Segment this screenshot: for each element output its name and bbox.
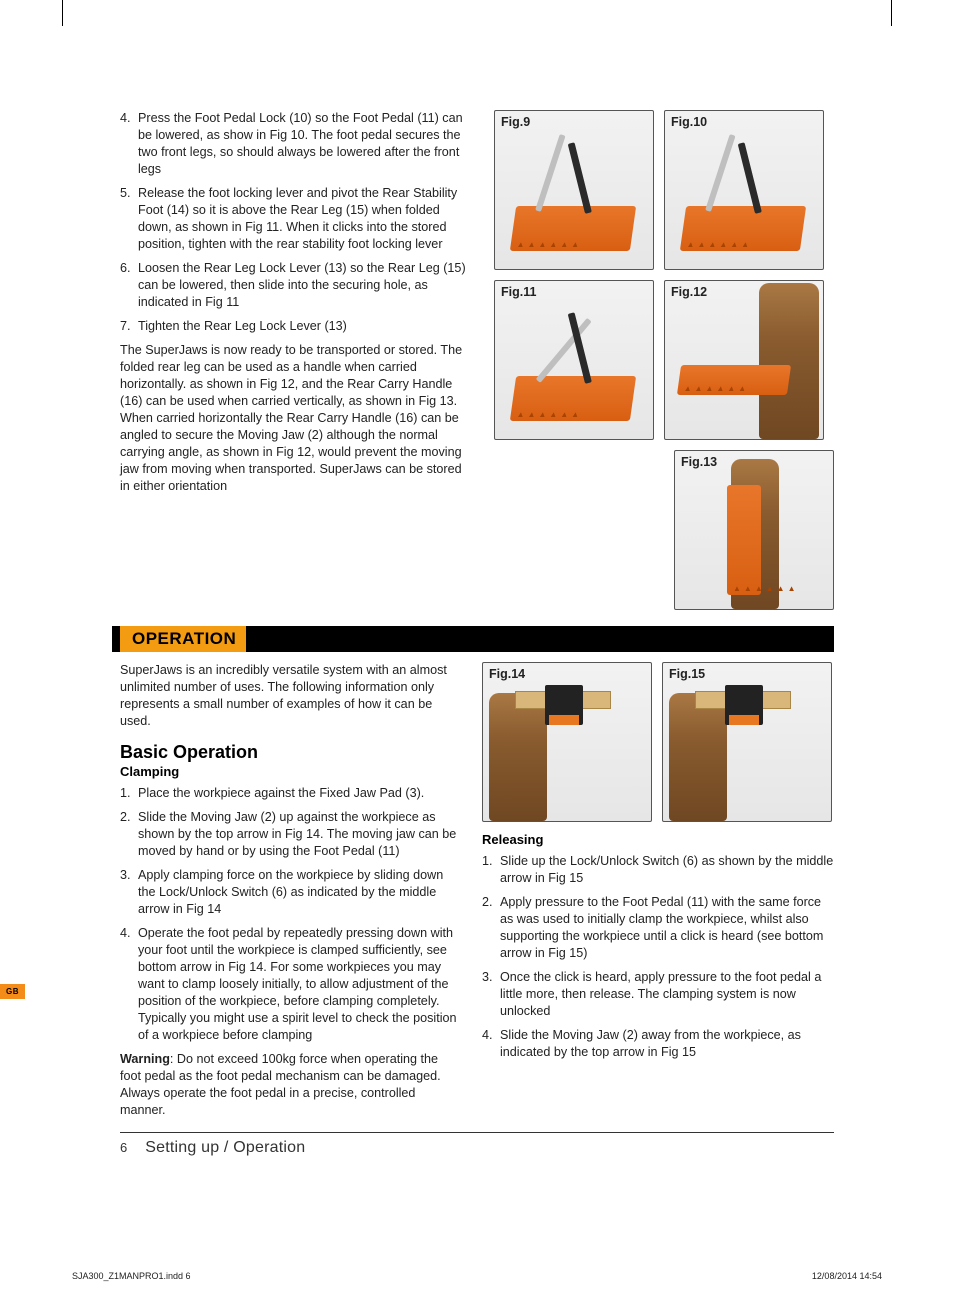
top-paragraph: The SuperJaws is now ready to be transpo… — [120, 342, 474, 495]
step-item: Slide the Moving Jaw (2) away from the w… — [482, 1027, 834, 1061]
step-item: Place the workpiece against the Fixed Ja… — [120, 785, 462, 802]
crop-mark — [891, 0, 892, 26]
content-area: Press the Foot Pedal Lock (10) so the Fo… — [62, 40, 892, 1157]
section-header-bar: OPERATION — [112, 626, 834, 652]
operation-intro: SuperJaws is an incredibly versatile sys… — [120, 662, 462, 730]
figure-10: Fig.10 — [664, 110, 824, 270]
clamping-steps: Place the workpiece against the Fixed Ja… — [120, 785, 462, 1044]
figure-13: Fig.13 — [674, 450, 834, 610]
crop-mark — [62, 0, 63, 26]
top-steps-list: Press the Foot Pedal Lock (10) so the Fo… — [120, 110, 474, 335]
page-number: 6 — [120, 1140, 127, 1155]
page-footer: 6 Setting up / Operation — [120, 1137, 834, 1157]
footer-title: Setting up / Operation — [145, 1139, 305, 1157]
figure-13-row: Fig.13 — [494, 450, 834, 610]
clamping-heading: Clamping — [120, 764, 462, 779]
top-figures-column: Fig.9 Fig.10 Fig.11 — [494, 110, 834, 610]
operation-left-column: SuperJaws is an incredibly versatile sys… — [120, 662, 462, 1126]
step-item: Press the Foot Pedal Lock (10) so the Fo… — [120, 110, 474, 178]
figure-15: Fig.15 — [662, 662, 832, 822]
figure-12: Fig.12 — [664, 280, 824, 440]
document-meta-footer: SJA300_Z1MANPRO1.indd 6 12/08/2014 14:54 — [72, 1271, 882, 1281]
figure-illustration — [495, 111, 653, 269]
releasing-heading: Releasing — [482, 832, 834, 847]
meta-timestamp: 12/08/2014 14:54 — [812, 1271, 882, 1281]
warning-text: Warning: Do not exceed 100kg force when … — [120, 1051, 462, 1119]
language-tab: GB — [0, 984, 25, 999]
warning-label: Warning — [120, 1052, 170, 1066]
step-item: Operate the foot pedal by repeatedly pre… — [120, 925, 462, 1044]
top-section: Press the Foot Pedal Lock (10) so the Fo… — [120, 110, 834, 610]
step-item: Apply clamping force on the workpiece by… — [120, 867, 462, 918]
top-text-column: Press the Foot Pedal Lock (10) so the Fo… — [120, 110, 474, 610]
section-title: OPERATION — [120, 626, 246, 652]
figure-illustration — [665, 281, 823, 439]
figure-11: Fig.11 — [494, 280, 654, 440]
figure-illustration — [665, 111, 823, 269]
step-item: Slide up the Lock/Unlock Switch (6) as s… — [482, 853, 834, 887]
releasing-steps: Slide up the Lock/Unlock Switch (6) as s… — [482, 853, 834, 1061]
operation-right-column: Fig.14 Fig.15 Releasing — [482, 662, 834, 1126]
footer-rule — [120, 1132, 834, 1133]
figure-illustration — [483, 663, 651, 821]
step-item: Release the foot locking lever and pivot… — [120, 185, 474, 253]
operation-figures: Fig.14 Fig.15 — [482, 662, 834, 822]
operation-section: SuperJaws is an incredibly versatile sys… — [120, 662, 834, 1126]
figure-grid: Fig.9 Fig.10 Fig.11 — [494, 110, 834, 610]
page: Press the Foot Pedal Lock (10) so the Fo… — [62, 40, 892, 1265]
step-item: Slide the Moving Jaw (2) up against the … — [120, 809, 462, 860]
figure-illustration — [495, 281, 653, 439]
basic-operation-heading: Basic Operation — [120, 742, 462, 763]
figure-illustration — [675, 451, 833, 609]
step-item: Apply pressure to the Foot Pedal (11) wi… — [482, 894, 834, 962]
step-item: Loosen the Rear Leg Lock Lever (13) so t… — [120, 260, 474, 311]
figure-14: Fig.14 — [482, 662, 652, 822]
step-item: Tighten the Rear Leg Lock Lever (13) — [120, 318, 474, 335]
figure-9: Fig.9 — [494, 110, 654, 270]
step-item: Once the click is heard, apply pressure … — [482, 969, 834, 1020]
meta-filename: SJA300_Z1MANPRO1.indd 6 — [72, 1271, 191, 1281]
figure-illustration — [663, 663, 831, 821]
